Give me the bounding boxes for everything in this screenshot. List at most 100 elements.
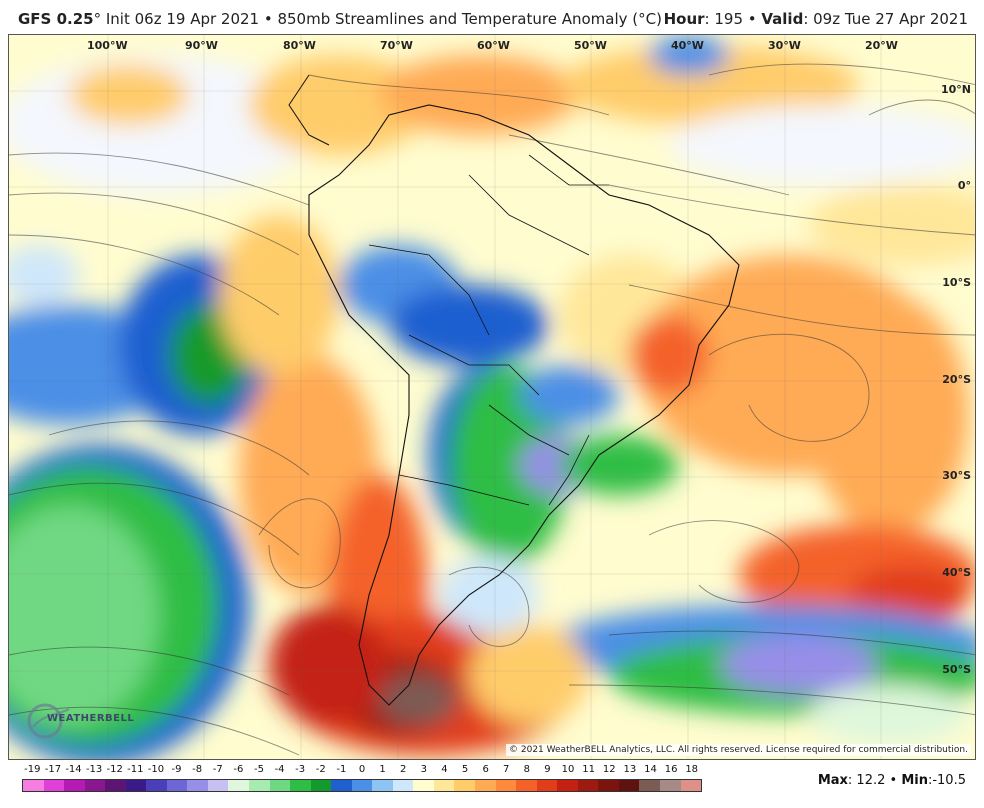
min-label: Min xyxy=(901,773,928,788)
colorbar-swatch xyxy=(536,780,558,791)
colorbar-label: 6 xyxy=(482,764,489,775)
max-min-readout: Max: 12.2 • Min:-10.5 xyxy=(818,773,966,788)
header: GFS 0.25° Init 06z 19 Apr 2021 • 850mb S… xyxy=(0,0,984,34)
lat-label-50s: 50°S xyxy=(942,663,971,676)
colorbar-label: 13 xyxy=(623,764,637,775)
colorbar-label: -14 xyxy=(65,764,82,775)
colorbar-label: 7 xyxy=(503,764,510,775)
colorbar-swatch xyxy=(659,780,681,791)
max-value: : 12.2 • xyxy=(847,773,902,788)
colorbar-label: -17 xyxy=(44,764,62,775)
lon-label-40w: 40°W xyxy=(671,39,704,52)
model-name: GFS 0.25 xyxy=(18,10,94,28)
colorbar-label: 14 xyxy=(644,764,657,775)
colorbar-label: -4 xyxy=(274,764,285,775)
colorbar-label: -1 xyxy=(336,764,347,775)
colorbar-label: -8 xyxy=(192,764,203,775)
colorbar-swatch xyxy=(146,780,167,791)
colorbar-swatches xyxy=(22,779,702,792)
colorbar-label: -13 xyxy=(85,764,103,775)
colorbar-swatch xyxy=(64,780,85,791)
max-label: Max xyxy=(817,773,848,788)
colorbar-swatch xyxy=(23,780,44,791)
min-value: :-10.5 xyxy=(927,773,966,788)
colorbar-swatch xyxy=(392,780,414,791)
init-description: Init 06z 19 Apr 2021 • 850mb Streamlines… xyxy=(101,10,662,28)
colorbar-label: -19 xyxy=(24,764,41,775)
colorbar-swatch xyxy=(639,780,660,791)
valid-time: Hour: 195 • Valid: 09z Tue 27 Apr 2021 xyxy=(664,10,968,28)
colorbar-swatch xyxy=(475,780,496,791)
colorbar-swatch xyxy=(413,780,434,791)
lon-label-90w: 90°W xyxy=(185,39,218,52)
lon-label-30w: 30°W xyxy=(768,39,801,52)
colorbar-label: 16 xyxy=(664,764,678,775)
colorbar-swatch xyxy=(331,780,352,791)
colorbar-label: 11 xyxy=(582,764,596,775)
colorbar-swatch xyxy=(310,780,332,791)
colorbar-label: 5 xyxy=(461,764,469,775)
lat-label-0: 0° xyxy=(957,179,971,192)
colorbar-label: 3 xyxy=(420,764,427,775)
valid-label: Valid xyxy=(761,10,804,28)
hour-value: : 195 • xyxy=(704,10,762,28)
temperature-anomaly-map xyxy=(9,35,975,759)
colorbar-label: -7 xyxy=(212,764,223,775)
lon-label-80w: 80°W xyxy=(283,39,316,52)
colorbar-label: 8 xyxy=(523,764,531,775)
copyright-notice: © 2021 WeatherBELL Analytics, LLC. All r… xyxy=(506,744,971,756)
lon-label-60w: 60°W xyxy=(477,39,510,52)
degree-mark: ° xyxy=(93,10,102,28)
colorbar-label: -5 xyxy=(253,764,264,775)
colorbar-swatch xyxy=(187,780,208,791)
colorbar-swatch xyxy=(125,780,147,791)
lat-label-10n: 10°N xyxy=(940,83,971,96)
colorbar-label: 0 xyxy=(358,764,366,775)
lon-label-20w: 20°W xyxy=(865,39,898,52)
colorbar-swatch xyxy=(372,780,393,791)
lon-label-70w: 70°W xyxy=(380,39,413,52)
colorbar-swatch xyxy=(516,780,537,791)
map-title: GFS 0.25° Init 06z 19 Apr 2021 • 850mb S… xyxy=(18,10,662,28)
colorbar-swatch xyxy=(454,780,476,791)
colorbar-swatch xyxy=(249,780,270,791)
colorbar-label: -6 xyxy=(233,764,244,775)
lat-label-10s: 10°S xyxy=(942,276,971,289)
colorbar-label: 1 xyxy=(379,764,386,775)
lon-label-50w: 50°W xyxy=(574,39,607,52)
hour-label: Hour xyxy=(663,10,705,28)
lat-label-40s: 40°S xyxy=(942,566,971,579)
colorbar-label: 4 xyxy=(441,764,448,775)
colorbar-swatch xyxy=(207,780,229,791)
colorbar-swatch xyxy=(228,780,250,791)
colorbar-swatch xyxy=(351,780,373,791)
colorbar-label: 9 xyxy=(544,764,551,775)
colorbar-swatch xyxy=(598,780,619,791)
colorbar-swatch xyxy=(105,780,126,791)
lon-label-100w: 100°W xyxy=(87,39,128,52)
colorbar-label: 18 xyxy=(685,764,699,775)
colorbar-label: -10 xyxy=(147,764,165,775)
colorbar-label: 12 xyxy=(602,764,616,775)
colorbar-label: -9 xyxy=(171,764,182,775)
colorbar-label: 2 xyxy=(400,764,407,775)
colorbar-label: 10 xyxy=(561,764,575,775)
colorbar: -19 -17 -14 -13 -12 -11 -10 -9 -8 -7 -6 -5 -4 -3 -2 -1 0… xyxy=(22,764,702,794)
lat-label-20s: 20°S xyxy=(942,373,971,386)
colorbar-swatch xyxy=(557,780,578,791)
colorbar-swatch xyxy=(43,780,65,791)
colorbar-label: -11 xyxy=(127,764,144,775)
colorbar-label: -2 xyxy=(315,764,326,775)
colorbar-label: -12 xyxy=(106,764,123,775)
colorbar-swatch xyxy=(618,780,640,791)
colorbar-swatch xyxy=(680,780,702,791)
valid-value: : 09z Tue 27 Apr 2021 xyxy=(803,10,968,28)
map-panel: 100°W 90°W 80°W 70°W 60°W 50°W 40°W 30°W… xyxy=(8,34,976,760)
lat-label-30s: 30°S xyxy=(942,469,971,482)
colorbar-swatch xyxy=(577,780,599,791)
colorbar-swatch xyxy=(84,780,106,791)
colorbar-swatch xyxy=(290,780,311,791)
colorbar-label: -3 xyxy=(295,764,306,775)
colorbar-swatch xyxy=(433,780,455,791)
colorbar-labels: -19 -17 -14 -13 -12 -11 -10 -9 -8 -7 -6 -5 -4 -3 -2 -1 0… xyxy=(22,764,702,778)
